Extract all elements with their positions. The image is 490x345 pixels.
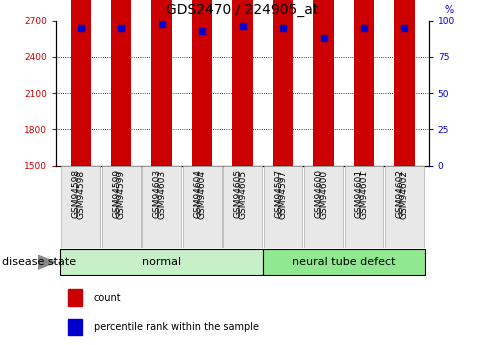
Point — [319, 35, 327, 41]
Point — [400, 25, 408, 31]
Text: GSM94605: GSM94605 — [238, 170, 247, 219]
Text: %: % — [444, 5, 454, 15]
FancyBboxPatch shape — [344, 166, 383, 248]
Text: percentile rank within the sample: percentile rank within the sample — [94, 322, 259, 332]
Bar — [314, 0, 334, 166]
FancyBboxPatch shape — [304, 166, 343, 248]
Text: neural tube defect: neural tube defect — [292, 257, 395, 267]
Text: count: count — [94, 293, 121, 303]
Text: GSM94604: GSM94604 — [193, 169, 202, 218]
Bar — [394, 0, 415, 166]
Point — [158, 21, 166, 26]
FancyBboxPatch shape — [183, 166, 221, 248]
Text: GSM94603: GSM94603 — [157, 170, 166, 219]
Point — [198, 28, 206, 33]
Point — [279, 25, 287, 31]
Text: GSM94597: GSM94597 — [274, 169, 283, 218]
Point — [77, 25, 85, 31]
Text: GSM94601: GSM94601 — [360, 170, 368, 219]
Bar — [232, 0, 253, 166]
Text: GSM94597: GSM94597 — [278, 170, 288, 219]
Point — [239, 24, 246, 29]
Text: GSM94599: GSM94599 — [117, 170, 125, 219]
FancyBboxPatch shape — [60, 249, 263, 275]
Text: GSM94604: GSM94604 — [197, 170, 207, 219]
FancyBboxPatch shape — [61, 166, 100, 248]
Bar — [68, 319, 82, 335]
FancyBboxPatch shape — [263, 249, 425, 275]
Title: GDS2470 / 224905_at: GDS2470 / 224905_at — [167, 3, 318, 17]
Bar — [151, 0, 172, 166]
Text: GSM94605: GSM94605 — [234, 169, 243, 218]
Bar — [111, 0, 131, 166]
Text: GSM94598: GSM94598 — [76, 170, 85, 219]
Text: GSM94600: GSM94600 — [319, 170, 328, 219]
Bar — [273, 0, 293, 166]
Bar — [354, 0, 374, 166]
Text: normal: normal — [142, 257, 181, 267]
Point — [360, 25, 368, 31]
Point — [117, 25, 125, 31]
Text: GSM94598: GSM94598 — [72, 169, 81, 218]
Text: GSM94602: GSM94602 — [395, 169, 404, 218]
FancyBboxPatch shape — [264, 166, 302, 248]
Text: disease state: disease state — [2, 257, 76, 267]
Text: GSM94599: GSM94599 — [112, 169, 121, 218]
FancyBboxPatch shape — [223, 166, 262, 248]
Polygon shape — [38, 255, 55, 269]
Text: GSM94600: GSM94600 — [315, 169, 323, 218]
Bar — [192, 0, 212, 166]
Bar — [71, 0, 91, 166]
FancyBboxPatch shape — [385, 166, 424, 248]
FancyBboxPatch shape — [102, 166, 141, 248]
Text: GSM94603: GSM94603 — [152, 169, 162, 218]
FancyBboxPatch shape — [142, 166, 181, 248]
Text: GSM94601: GSM94601 — [355, 169, 364, 218]
Text: GSM94602: GSM94602 — [400, 170, 409, 219]
Bar — [68, 289, 82, 306]
